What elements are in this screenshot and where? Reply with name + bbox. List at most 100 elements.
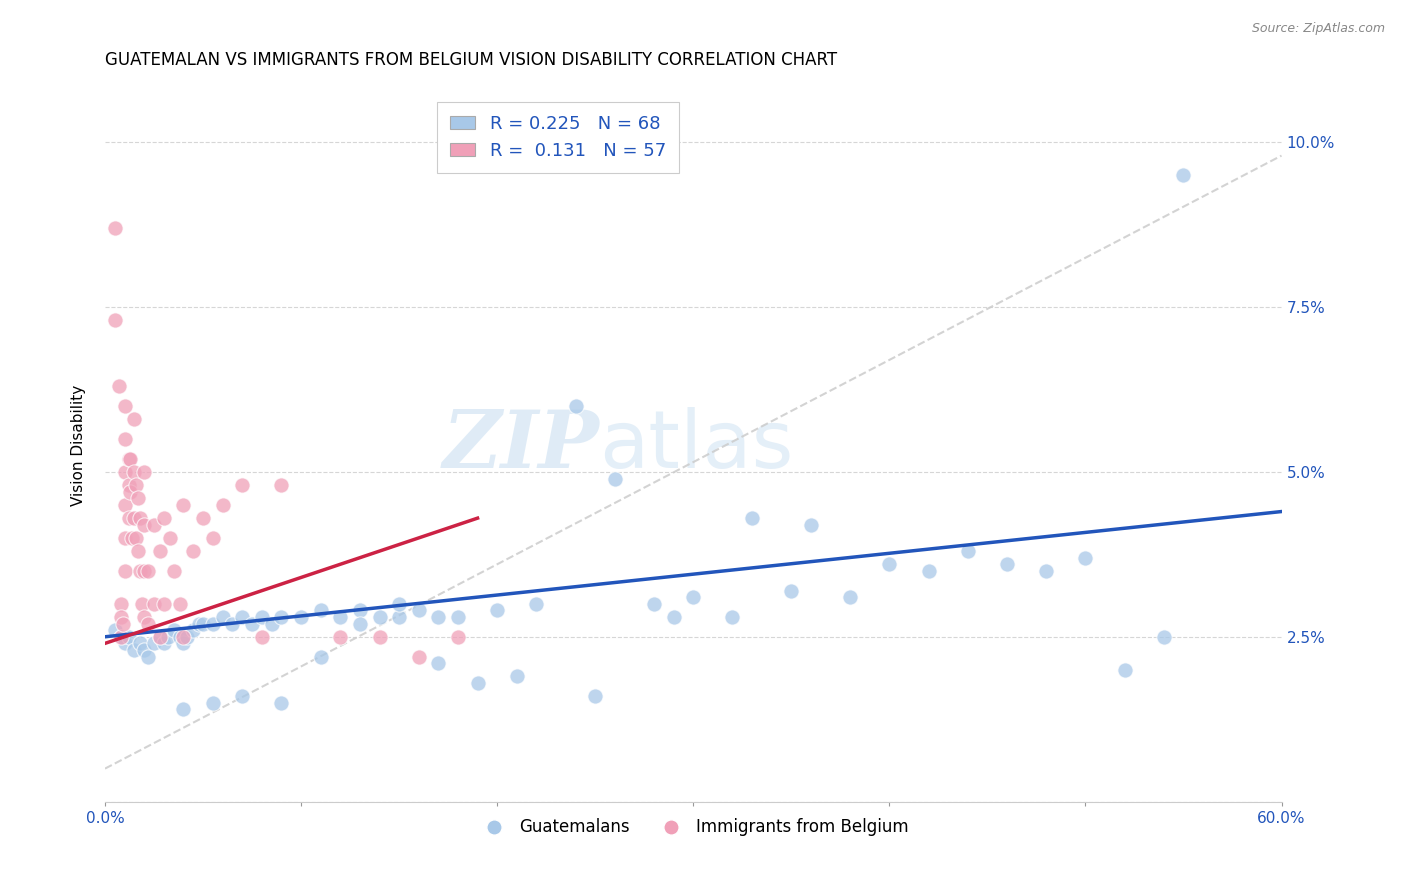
Point (169, 630, 191, 644)
Point (114, 636, 136, 650)
Point (143, 517, 166, 532)
Point (427, 656, 450, 670)
Point (191, 616, 214, 631)
Point (162, 564, 184, 578)
Point (270, 610, 292, 624)
Point (1035, 564, 1057, 578)
Point (120, 484, 142, 499)
Point (583, 689, 606, 703)
Point (231, 478, 253, 492)
Point (467, 676, 489, 690)
Point (104, 623, 127, 637)
Point (408, 603, 430, 617)
Point (134, 564, 156, 578)
Point (124, 511, 146, 525)
Point (349, 603, 371, 617)
Point (201, 531, 224, 545)
Point (721, 610, 744, 624)
Point (741, 511, 763, 525)
Point (447, 610, 470, 624)
Point (956, 544, 979, 558)
Point (169, 597, 191, 611)
Point (388, 597, 411, 611)
Legend: Guatemalans, Immigrants from Belgium: Guatemalans, Immigrants from Belgium (471, 812, 915, 843)
Point (134, 465, 156, 479)
Point (564, 399, 586, 413)
Point (211, 610, 233, 624)
Point (240, 616, 263, 631)
Point (110, 630, 132, 644)
Point (107, 379, 129, 393)
Point (995, 558, 1018, 572)
Point (127, 491, 149, 506)
Text: Source: ZipAtlas.com: Source: ZipAtlas.com (1251, 22, 1385, 36)
Point (156, 630, 179, 644)
Point (143, 636, 166, 650)
Point (159, 531, 181, 545)
Point (506, 669, 529, 683)
Point (120, 451, 142, 466)
Point (388, 610, 411, 624)
Point (172, 630, 194, 644)
Point (114, 531, 136, 545)
Point (879, 558, 901, 572)
Point (408, 649, 430, 664)
Point (260, 616, 283, 631)
Point (124, 643, 146, 657)
Point (1153, 630, 1175, 644)
Point (153, 636, 176, 650)
Point (117, 511, 139, 525)
Point (134, 517, 156, 532)
Point (427, 610, 450, 624)
Point (917, 564, 939, 578)
Point (129, 511, 152, 525)
Point (486, 603, 509, 617)
Point (250, 630, 273, 644)
Point (682, 591, 704, 605)
Point (172, 498, 194, 512)
Point (447, 630, 470, 644)
Point (117, 478, 139, 492)
Point (149, 544, 172, 558)
Point (181, 623, 204, 637)
Point (125, 478, 148, 492)
Point (1173, 169, 1195, 183)
Point (110, 630, 132, 644)
Point (201, 696, 224, 710)
Point (129, 564, 152, 578)
Point (110, 610, 132, 624)
Point (104, 313, 127, 327)
Point (603, 472, 626, 486)
Point (349, 616, 371, 631)
Point (129, 636, 152, 650)
Point (111, 616, 134, 631)
Point (1074, 550, 1097, 565)
Point (270, 696, 292, 710)
Point (136, 616, 159, 631)
Point (124, 465, 146, 479)
Text: GUATEMALAN VS IMMIGRANTS FROM BELGIUM VISION DISABILITY CORRELATION CHART: GUATEMALAN VS IMMIGRANTS FROM BELGIUM VI… (105, 51, 837, 69)
Point (127, 544, 149, 558)
Point (181, 544, 204, 558)
Point (172, 636, 194, 650)
Point (780, 583, 803, 598)
Point (110, 597, 132, 611)
Point (134, 643, 156, 657)
Point (309, 603, 332, 617)
Point (136, 564, 159, 578)
Point (134, 610, 156, 624)
Point (104, 221, 127, 235)
Point (153, 597, 176, 611)
Point (188, 616, 211, 631)
Point (231, 610, 253, 624)
Point (643, 597, 665, 611)
Point (191, 511, 214, 525)
Point (329, 610, 352, 624)
Point (162, 623, 184, 637)
Point (131, 597, 153, 611)
Point (124, 412, 146, 426)
Point (117, 630, 139, 644)
Point (114, 432, 136, 446)
Point (368, 630, 391, 644)
Point (136, 649, 159, 664)
